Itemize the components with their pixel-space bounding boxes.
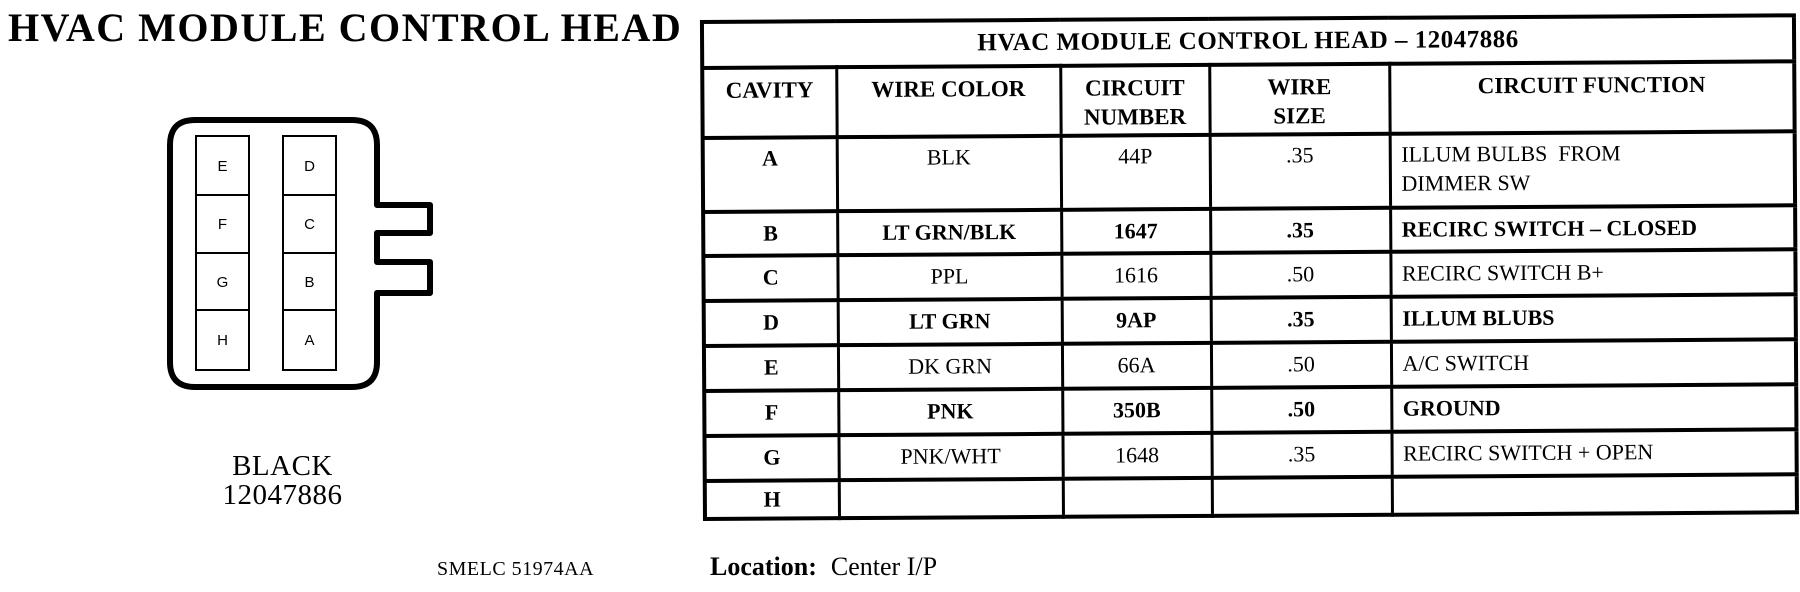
location-value: Center I/P	[830, 552, 938, 581]
connector-caption: BLACK 12047886	[190, 452, 375, 510]
column-header-circuit-number: CIRCUIT NUMBER	[1060, 64, 1210, 136]
wire-size-cell	[1211, 476, 1392, 516]
pin-label: B	[304, 274, 314, 291]
circuit-number-cell: 1648	[1062, 432, 1212, 479]
pin-label: D	[304, 158, 315, 175]
cavity-cell: B	[703, 211, 838, 256]
pin-cell-A	[282, 309, 337, 371]
table-header-row: CAVITY WIRE COLOR CIRCUIT NUMBER WIRE SI…	[702, 61, 1795, 138]
table-row: G PNK/WHT 1648.35 RECIRC SWITCH + OPEN	[704, 429, 1797, 481]
circuit-number-cell	[1062, 477, 1212, 517]
cavity-cell: F	[704, 390, 839, 436]
circuit-number-cell: 9AP	[1061, 297, 1211, 344]
circuit-function-cell: ILLUM BULBS FROM DIMMER SW	[1389, 131, 1796, 208]
location-label: Location:	[710, 552, 817, 581]
pin-label: F	[218, 216, 227, 233]
pin-label: A	[304, 332, 314, 349]
circuit-function-cell: A/C SWITCH	[1390, 339, 1797, 387]
wire-size-cell: .35	[1210, 207, 1391, 253]
cavity-cell: D	[703, 300, 838, 346]
table-row: B LT GRN/BLK 1647.35 RECIRC SWITCH – CLOSED	[703, 205, 1796, 256]
page-title: HVAC MODULE CONTROL HEAD	[8, 5, 683, 50]
table-body: A BLK 44P .35 ILLUM BULBS FROM DIMMER SW B LT …	[702, 131, 1797, 519]
reference-code: SMELC 51974AA	[437, 558, 595, 580]
wire-color-cell: DK GRN	[837, 343, 1063, 391]
wire-color-cell: LT GRN	[837, 298, 1062, 346]
connector-color-label: BLACK	[232, 450, 333, 482]
circuit-number-cell: 1647	[1061, 208, 1211, 254]
pin-label: E	[217, 158, 227, 175]
cavity-cell: E	[703, 345, 839, 391]
wire-color-cell: PNK/WHT	[838, 433, 1063, 481]
column-header-wire-color: WIRE COLOR	[836, 65, 1061, 138]
table-row: F PNK 350B .50 GROUND	[704, 384, 1797, 436]
pin-cell-H	[195, 309, 250, 371]
wire-size-cell: .35	[1209, 133, 1391, 209]
circuit-function-cell: RECIRC SWITCH + OPEN	[1391, 429, 1797, 477]
table-row: A BLK 44P .35 ILLUM BULBS FROM DIMMER SW	[702, 131, 1796, 212]
wire-size-cell: .35	[1211, 431, 1392, 478]
pinout-table: HVAC MODULE CONTROL HEAD – 12047886 CAVI…	[699, 13, 1799, 522]
circuit-function-cell: ILLUM BLUBS	[1390, 294, 1796, 342]
wire-size-cell: .35	[1210, 296, 1391, 343]
location-line: Location: Center I/P	[710, 552, 937, 582]
wire-color-cell: BLK	[836, 135, 1062, 212]
pin-cell-F	[195, 194, 250, 254]
cavity-cell: G	[704, 435, 839, 481]
circuit-number-cell: 350B	[1062, 387, 1212, 434]
pin-cell-D	[282, 135, 337, 196]
circuit-number-cell: 66A	[1061, 342, 1212, 389]
circuit-number-cell: 44P	[1060, 134, 1211, 210]
circuit-function-cell	[1391, 474, 1797, 515]
pin-cell-B	[282, 252, 337, 311]
column-header-cavity: CAVITY	[702, 67, 837, 138]
pin-label: C	[304, 216, 315, 233]
cavity-cell: A	[702, 137, 838, 212]
pin-label: G	[217, 274, 229, 291]
connector-diagram: E F G H D C B A	[167, 117, 433, 390]
wire-size-cell: .50	[1210, 341, 1392, 388]
table-row: C PPL 1616.50 RECIRC SWITCH B+	[703, 249, 1796, 301]
cavity-cell: H	[704, 480, 839, 519]
circuit-function-cell: RECIRC SWITCH – CLOSED	[1390, 205, 1796, 252]
column-header-wire-size: WIRE SIZE	[1209, 63, 1390, 135]
table-row: D LT GRN 9AP .35 ILLUM BLUBS	[703, 294, 1796, 346]
connector-part-number: 12047886	[222, 479, 343, 511]
wire-size-cell: .50	[1211, 386, 1392, 433]
wire-color-cell: LT GRN/BLK	[837, 209, 1062, 256]
pin-label: H	[217, 332, 228, 349]
wire-color-cell	[838, 478, 1063, 519]
column-header-circuit-function: CIRCUIT FUNCTION	[1389, 61, 1795, 134]
table-title: HVAC MODULE CONTROL HEAD – 12047886	[701, 15, 1795, 68]
wire-color-cell: PPL	[837, 253, 1062, 301]
circuit-function-cell: RECIRC SWITCH B+	[1390, 249, 1796, 297]
cavity-cell: C	[703, 255, 838, 301]
wire-color-cell: PNK	[838, 388, 1063, 436]
circuit-number-cell: 1616	[1061, 252, 1211, 299]
connector-body-outline	[167, 117, 433, 390]
table-title-row: HVAC MODULE CONTROL HEAD – 12047886	[701, 15, 1795, 68]
table-row: E DK GRN 66A .50 A/C SWITCH	[703, 339, 1797, 391]
circuit-function-cell: GROUND	[1391, 384, 1797, 432]
table-row: H	[704, 474, 1797, 519]
pin-cell-C	[282, 194, 337, 254]
wire-size-cell: .50	[1210, 251, 1391, 298]
